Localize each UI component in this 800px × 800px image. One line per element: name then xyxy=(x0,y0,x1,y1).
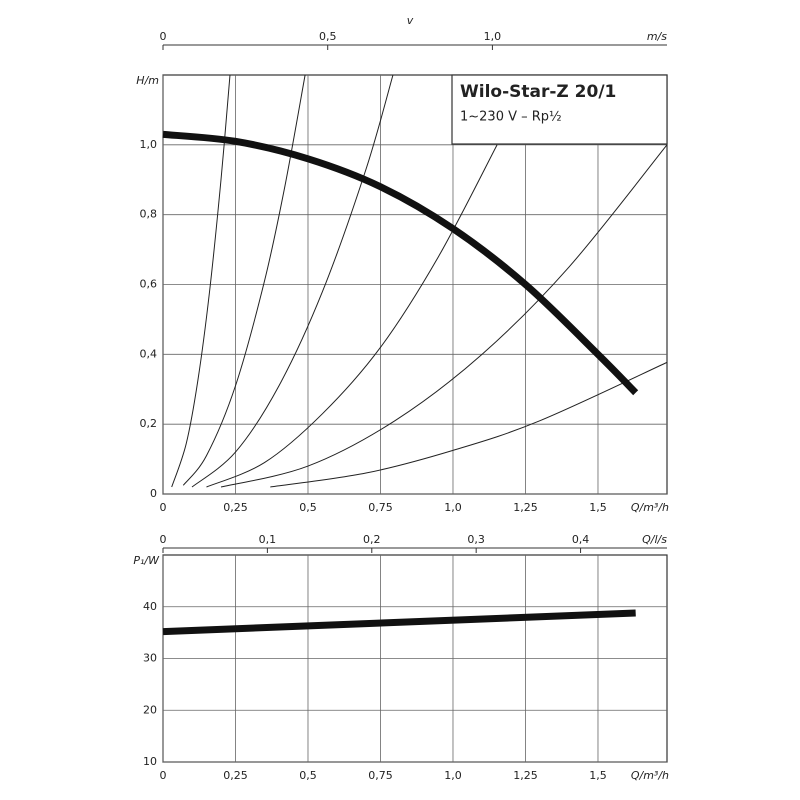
x-tick-label: 0,75 xyxy=(368,769,393,782)
pump-curve xyxy=(162,130,639,396)
x-axis-label: Q/m³/h xyxy=(631,769,669,782)
y-tick-label: 0,2 xyxy=(140,417,158,430)
x-tick-label: 1,25 xyxy=(513,501,538,514)
y-tick-label: 20 xyxy=(143,703,157,716)
axis-label: Q/l/s xyxy=(642,533,667,546)
tick-label: 0,2 xyxy=(363,533,381,546)
chart-subtitle: 1~230 V – Rp½ xyxy=(460,110,562,125)
x-tick-label: 0,75 xyxy=(368,501,393,514)
system-curve xyxy=(171,74,231,488)
y-tick-label: 0 xyxy=(150,487,157,500)
system-curve xyxy=(206,144,498,488)
x-tick-label: 0 xyxy=(160,769,167,782)
y-tick-label: 0,8 xyxy=(140,208,158,221)
title-box xyxy=(451,74,668,145)
y-tick-label: 0,4 xyxy=(140,347,158,360)
tick-label: 0,4 xyxy=(572,533,590,546)
tick-label: 1,0 xyxy=(484,30,502,43)
x-axis-label: Q/m³/h xyxy=(631,501,669,514)
x-tick-label: 1,25 xyxy=(513,769,538,782)
system-curve xyxy=(220,144,668,488)
y-tick-label: 0,6 xyxy=(140,278,158,291)
x-tick-label: 1,0 xyxy=(444,501,462,514)
y-tick-label: 1,0 xyxy=(140,138,158,151)
system-curve xyxy=(270,361,668,488)
tick-label: 0,1 xyxy=(259,533,277,546)
tick-label: 0,3 xyxy=(467,533,485,546)
x-tick-label: 0,5 xyxy=(299,769,317,782)
axis-label: v xyxy=(407,14,414,27)
tick-label: 0 xyxy=(160,533,167,546)
x-tick-label: 0,25 xyxy=(223,769,248,782)
system-curve xyxy=(182,74,306,486)
x-tick-label: 1,5 xyxy=(589,769,607,782)
pump-curve xyxy=(162,609,636,636)
y-axis-label: H/m xyxy=(136,74,159,87)
x-tick-label: 0 xyxy=(160,501,167,514)
system-curve xyxy=(191,74,394,488)
axis-unit: m/s xyxy=(647,30,667,43)
x-tick-label: 0,5 xyxy=(299,501,317,514)
y-tick-label: 40 xyxy=(143,600,157,613)
x-tick-label: 0,25 xyxy=(223,501,248,514)
chart-title: Wilo-Star-Z 20/1 xyxy=(460,82,616,102)
y-axis-label: P₁/W xyxy=(133,554,160,567)
x-tick-label: 1,0 xyxy=(444,769,462,782)
tick-label: 0,5 xyxy=(319,30,337,43)
tick-label: 0 xyxy=(160,30,167,43)
y-tick-label: 10 xyxy=(143,755,157,768)
x-tick-label: 1,5 xyxy=(589,501,607,514)
y-tick-label: 30 xyxy=(143,652,157,665)
